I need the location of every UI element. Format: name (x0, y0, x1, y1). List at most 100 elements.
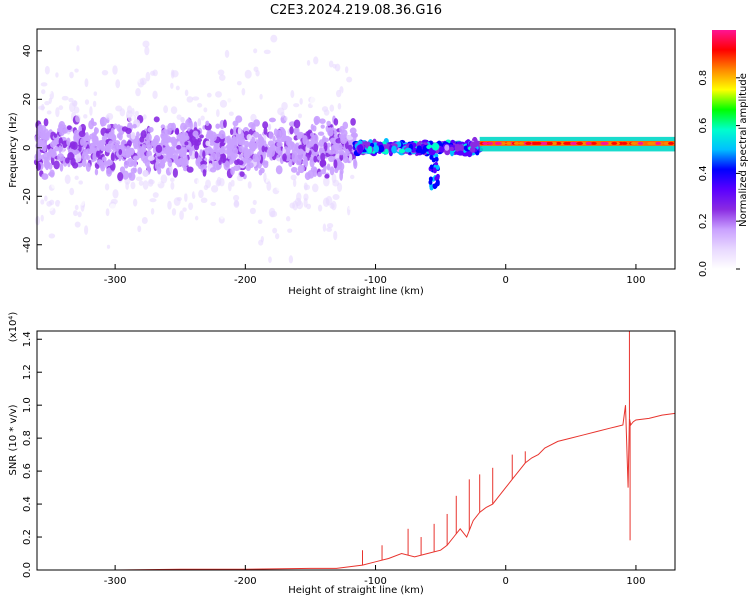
spectrogram-blob (226, 94, 232, 105)
spectrogram-blob (293, 119, 301, 129)
colorbar-tick-label: 0.8 (698, 70, 709, 86)
spectrogram-blob (170, 69, 175, 79)
spectrogram-blob (277, 79, 284, 87)
spectrogram-blob (219, 209, 225, 220)
spectrogram-blob (198, 189, 204, 199)
colorbar-tick-label: 0.4 (698, 165, 709, 181)
spectrogram-blob (182, 184, 190, 194)
spectrogram-blob (88, 120, 94, 130)
spectrogram-blob (122, 153, 130, 158)
spectrogram-blob (290, 166, 298, 173)
spectrogram-blob (101, 135, 106, 142)
spectrogram-blob (182, 207, 187, 212)
spectrogram-blob (125, 127, 132, 134)
spectrogram-blob (232, 125, 237, 136)
spectrogram-blob (234, 95, 240, 101)
spectrogram-blob (81, 151, 88, 161)
spectrogram-blob (293, 103, 300, 108)
snr-y-ticks: 0.0 0.2 0.4 0.6 0.8 1.0 1.2 1.4 (22, 331, 42, 578)
spectrogram-blob (292, 179, 297, 188)
spectrogram-blob (200, 197, 208, 203)
spectrogram-blob (317, 171, 323, 178)
spectrogram-blob (432, 167, 437, 173)
spectrogram-blob (217, 69, 225, 76)
spectrogram-blob (268, 117, 276, 123)
spectrogram-blob (260, 235, 264, 243)
spectrogram-blob (570, 141, 577, 145)
spectrogram-blob (264, 228, 269, 238)
spectrogram-blob (56, 127, 63, 133)
spectrogram-blob (181, 157, 189, 167)
spectrogram-blob (267, 147, 276, 158)
spectrogram-blob (167, 200, 172, 210)
spectrogram-blob (350, 118, 356, 126)
spectrogram-blob (306, 59, 311, 66)
spectrogram-blob (71, 58, 76, 69)
spectrogram-blob (63, 207, 67, 216)
spectrogram-blob (211, 185, 219, 193)
spectrogram-blob (320, 152, 326, 162)
spectrogram-blob (585, 141, 592, 145)
spectrogram-blob (384, 148, 389, 155)
spectrogram-blob (57, 153, 65, 162)
spectrogram-blob (276, 141, 283, 148)
spectrogram-blob (58, 145, 62, 154)
spectrogram-blob (58, 202, 63, 213)
spectrogram-blob (170, 106, 178, 115)
spectrogram-blob (215, 123, 221, 129)
spectrogram-blob (181, 150, 186, 156)
spectrogram-blob (100, 144, 106, 152)
spectrogram-blob (84, 99, 90, 105)
spectrogram-blob (151, 186, 158, 192)
spectrogram-blob (577, 141, 584, 145)
spectrogram-blob (288, 255, 294, 264)
spectrogram-blob (262, 160, 269, 165)
spectrogram-blob (74, 221, 81, 228)
spectrogram-blob (319, 118, 326, 124)
spectrogram-blob (58, 105, 64, 111)
spectrogram-blob (261, 145, 266, 153)
spectrogram-blob (285, 216, 291, 222)
spectrogram-blob (334, 146, 341, 152)
spectrogram-blob (245, 157, 253, 163)
spectrogram-blob (277, 175, 283, 181)
spectrogram-blob (170, 136, 177, 145)
spectrogram-blob (505, 141, 512, 145)
spectrogram-blob (469, 141, 478, 148)
spectrogram-blob (40, 199, 45, 205)
figure-title: C2E3.2024.219.08.36.G16 (270, 3, 442, 18)
spectrogram-blob (326, 163, 331, 171)
spectrogram-blob (38, 105, 46, 110)
spectrogram-blob (50, 141, 56, 148)
spectrogram-blob (428, 176, 433, 182)
spectrogram-blob (329, 166, 335, 176)
spectrogram-blob (525, 141, 532, 145)
spectrogram-blob (429, 164, 434, 170)
spectrogram-blob (210, 201, 217, 207)
spectrogram-blob (193, 186, 199, 197)
spectrogram-blob (166, 146, 172, 154)
spectrogram-blob (260, 188, 265, 194)
spectrogram-blob (44, 195, 48, 202)
spectrogram-blob (175, 85, 180, 91)
snr-panel: -300 -200 -100 0 100 0.0 0.2 0.4 0.6 0.8 1.0 1.2 1.… (8, 312, 676, 596)
spectrogram-blob (136, 131, 140, 137)
spectrogram-blob (280, 111, 285, 118)
spectrogram-blob (94, 168, 99, 176)
spectrogram-blob (119, 108, 126, 117)
spectrogram-blob (194, 139, 201, 147)
spectrogram-blob (112, 189, 119, 199)
spectrogram-blob (277, 136, 285, 143)
spectrogram-blob (142, 40, 150, 48)
spectrogram-blob (182, 132, 189, 141)
spectrogram-blob (100, 117, 105, 127)
spectrogram-blob (237, 160, 244, 166)
spectrogram-blob (126, 110, 133, 119)
spectrogram-blob (233, 165, 241, 171)
spectrogram-blob (233, 194, 240, 202)
spectrogram-blob (367, 146, 373, 154)
x-tick-label: 0 (503, 576, 509, 587)
spectrogram-blob (53, 87, 61, 96)
spectrogram-blob (602, 141, 609, 145)
spectrogram-blob (294, 197, 302, 207)
